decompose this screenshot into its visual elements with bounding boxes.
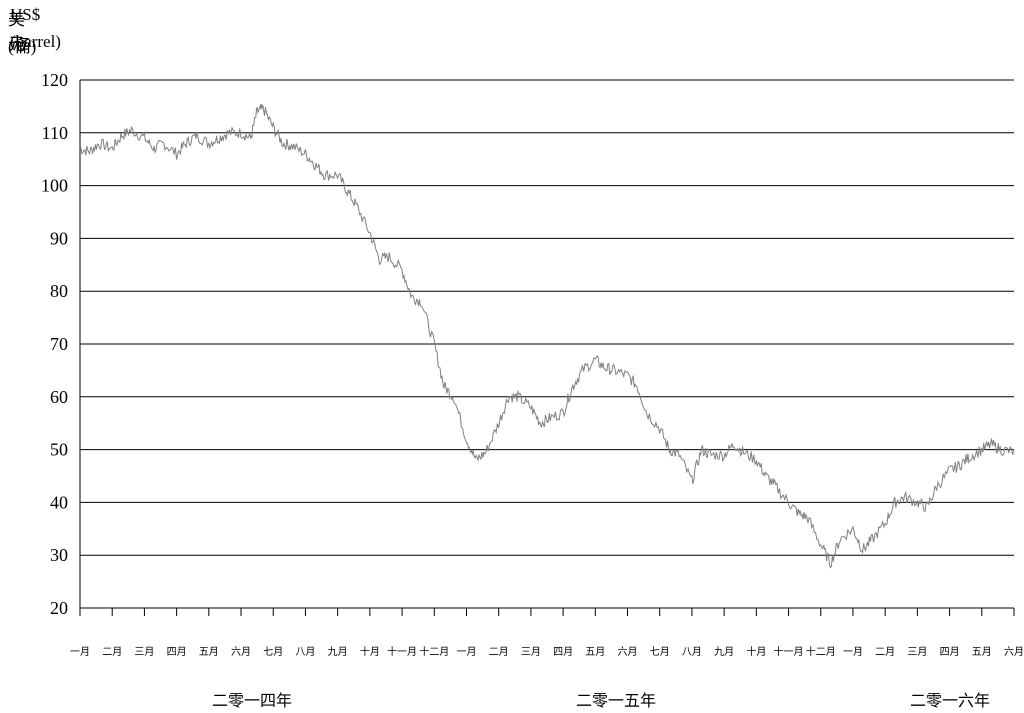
y-tick-label: 50 [50, 440, 68, 460]
x-month-label: 六月 [618, 646, 638, 658]
y-tick-label: 20 [50, 598, 68, 618]
x-month-label: 十二月 [806, 645, 836, 658]
y-tick-label: 30 [50, 545, 68, 565]
x-month-label: 十月 [360, 645, 380, 658]
x-month-label: 七月 [650, 646, 670, 658]
x-month-labels: 一月 二月 三月 四月 五月 六月 七月 八月 九月 十月 十一月 十二月 一月 二月 三月 四月 五月 六月 七月… [70, 645, 1024, 658]
y-tick-label: 80 [50, 281, 68, 301]
x-month-label: 六月 [231, 646, 251, 658]
x-month-label: 二月 [102, 646, 122, 658]
grid-lines [79, 79, 1014, 609]
y-tick-label: 120 [41, 70, 68, 90]
x-month-label: 十月 [746, 645, 766, 658]
y-tick-label: 110 [42, 123, 68, 143]
y-axis-label-line1-primary: 美元 [8, 10, 25, 54]
x-axis [79, 608, 1015, 616]
x-month-label: 七月 [263, 646, 283, 658]
x-year-label: 二零一六年 [910, 691, 990, 710]
x-year-label: 二零一四年 [212, 691, 292, 710]
y-tick-labels: 120 110 100 90 80 70 60 50 40 30 20 [41, 70, 68, 618]
x-month-label: 三月 [907, 646, 927, 658]
y-tick-label: 40 [50, 492, 68, 512]
x-month-label: 四月 [553, 646, 573, 658]
y-tick-label: 90 [50, 228, 68, 248]
x-month-label: 一月 [456, 646, 476, 658]
x-month-label: 四月 [940, 646, 960, 658]
x-month-label: 二月 [489, 646, 509, 658]
x-month-label: 十二月 [419, 645, 449, 658]
x-month-label: 九月 [328, 646, 348, 658]
x-month-label: 十一月 [387, 645, 417, 658]
y-axis-label-line2-overlay: (barrel) [10, 32, 61, 51]
x-month-label: 八月 [682, 646, 702, 658]
x-month-label: 九月 [714, 646, 734, 658]
x-month-label: 五月 [972, 646, 992, 658]
y-tick-label: 60 [50, 387, 68, 407]
x-year-labels: 二零一四年 二零一五年 二零一六年 [212, 691, 990, 710]
x-year-label: 二零一五年 [576, 691, 656, 710]
x-month-label: 四月 [167, 646, 187, 658]
x-month-label: 六月 [1004, 646, 1024, 658]
series-line [79, 103, 1015, 569]
x-month-label: 二月 [875, 646, 895, 658]
series-group [79, 103, 1015, 569]
x-month-label: 五月 [585, 646, 605, 658]
x-month-label: 八月 [295, 646, 315, 658]
y-tick-label: 70 [50, 334, 68, 354]
x-month-label: 三月 [134, 646, 154, 658]
x-month-label: 十一月 [774, 645, 804, 658]
y-axis-label-line1-overlay: US$ [10, 5, 41, 24]
y-tick-label: 100 [41, 176, 68, 196]
x-month-label: 一月 [70, 646, 90, 658]
x-month-label: 一月 [843, 646, 863, 658]
x-month-label: 三月 [521, 646, 541, 658]
x-month-label: 五月 [199, 646, 219, 658]
y-axis-label-line2-primary: (桶) [8, 37, 37, 56]
